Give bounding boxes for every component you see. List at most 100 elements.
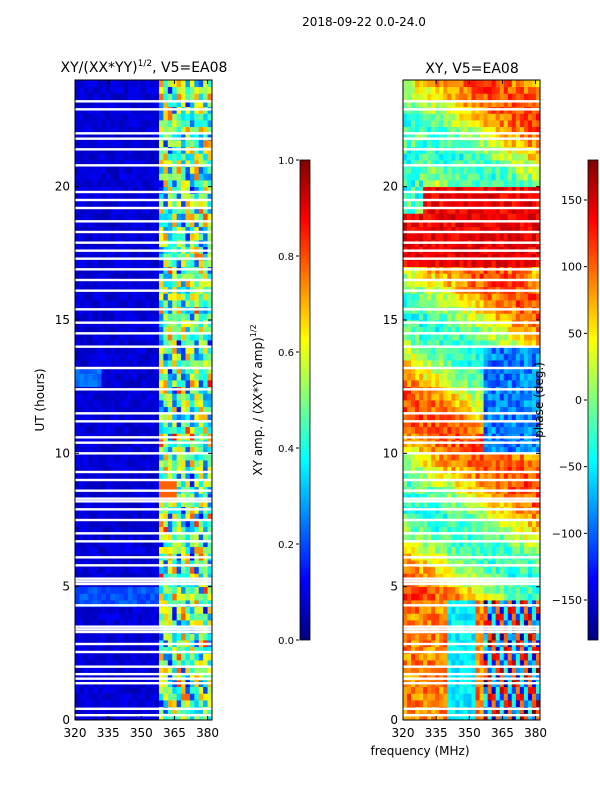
amplitude-cell (154, 293, 160, 301)
amplitude-cell (119, 340, 125, 348)
amplitude-cell (150, 280, 155, 288)
phase-cell (503, 513, 509, 521)
amplitude-cell (123, 80, 129, 88)
phase-cell (535, 546, 541, 554)
phase-cell (527, 453, 533, 461)
amplitude-cell (136, 340, 142, 348)
amplitude-cell (114, 393, 120, 401)
amplitude-cell (198, 80, 204, 88)
amplitude-cell (136, 613, 142, 621)
amplitude-cell (123, 453, 129, 461)
amplitude-cell (176, 273, 182, 281)
amplitude-cell (132, 186, 138, 194)
phase-cell (423, 340, 428, 348)
amplitude-cell (119, 646, 125, 654)
figure-title: 2018-09-22 0.0-24.0 (302, 15, 426, 29)
amplitude-cell (105, 393, 111, 401)
phase-cell (475, 693, 480, 701)
phase-cell (403, 533, 408, 541)
amplitude-cell (101, 393, 107, 401)
amplitude-cell (158, 473, 164, 481)
amplitude-cell (145, 186, 151, 194)
amplitude-cell (119, 413, 125, 421)
phase-cell (487, 400, 493, 408)
amplitude-cell (150, 546, 155, 554)
amplitude-cell (181, 586, 186, 594)
amplitude-cell (141, 313, 147, 321)
amplitude-cell (176, 573, 182, 581)
amplitude-cell (154, 706, 160, 714)
amplitude-cell (181, 220, 186, 228)
phase-cell (495, 406, 501, 414)
phase-cell (407, 353, 412, 361)
phase-cell (503, 706, 509, 714)
amplitude-cell (88, 173, 94, 181)
amplitude-cell (110, 540, 116, 548)
phase-cell (535, 586, 541, 594)
amplitude-cell (119, 380, 125, 388)
amplitude-cell (145, 193, 151, 201)
amplitude-cell (167, 186, 173, 194)
phase-cell (443, 346, 448, 354)
amplitude-cell (83, 573, 89, 581)
phase-cell (523, 446, 529, 454)
phase-cell (495, 460, 501, 468)
amplitude-cell (189, 173, 195, 181)
amplitude-cell (110, 600, 116, 608)
phase-cell (527, 360, 533, 368)
amplitude-cell (145, 353, 151, 361)
phase-cell (419, 666, 424, 674)
amplitude-cell (83, 446, 89, 454)
amplitude-cell (194, 213, 200, 221)
phase-cell (455, 413, 460, 421)
phase-cell (523, 686, 529, 694)
amplitude-cell (167, 393, 173, 401)
phase-cell (419, 393, 424, 401)
amplitude-cell (167, 113, 173, 121)
phase-cell (535, 380, 541, 388)
amplitude-cell (145, 606, 151, 614)
amplitude-cell (114, 380, 120, 388)
amplitude-cell (114, 493, 120, 501)
amplitude-cell (181, 546, 186, 554)
amplitude-cell (110, 113, 116, 121)
amplitude-cell (207, 460, 213, 468)
amplitude-cell (75, 360, 80, 368)
amplitude-cell (185, 206, 191, 214)
phase-cell (511, 600, 517, 608)
phase-cell (511, 480, 517, 488)
amplitude-cell (145, 340, 151, 348)
amplitude-cell (123, 660, 129, 668)
amplitude-cell (172, 280, 178, 288)
amplitude-cell (189, 333, 195, 341)
phase-cell (507, 406, 513, 414)
amplitude-cell (189, 620, 195, 628)
phase-cell (487, 586, 493, 594)
amplitude-cell (181, 466, 186, 474)
amplitude-cell (145, 166, 151, 174)
amplitude-cell (189, 566, 195, 574)
amplitude-cell (176, 666, 182, 674)
amplitude-cell (172, 566, 178, 574)
phase-cell (487, 480, 493, 488)
amplitude-cell (75, 573, 80, 581)
amplitude-cell (136, 86, 142, 94)
phase-cell (511, 533, 517, 541)
amplitude-cell (101, 493, 107, 501)
phase-cell (491, 366, 497, 374)
phase-cell (447, 540, 452, 548)
phase-cell (415, 346, 420, 354)
amplitude-cell (176, 160, 182, 168)
amplitude-cell (114, 586, 120, 594)
phase-cell (523, 620, 529, 628)
amplitude-cell (97, 613, 102, 621)
y-tick-label: 5 (62, 580, 70, 594)
amplitude-cell (132, 493, 138, 501)
phase-cell (431, 426, 436, 434)
phase-cell (519, 653, 525, 661)
phase-cell (523, 366, 529, 374)
amplitude-cell (132, 353, 138, 361)
amplitude-cell (194, 600, 200, 608)
phase-cell (407, 406, 412, 414)
phase-cell (511, 686, 517, 694)
